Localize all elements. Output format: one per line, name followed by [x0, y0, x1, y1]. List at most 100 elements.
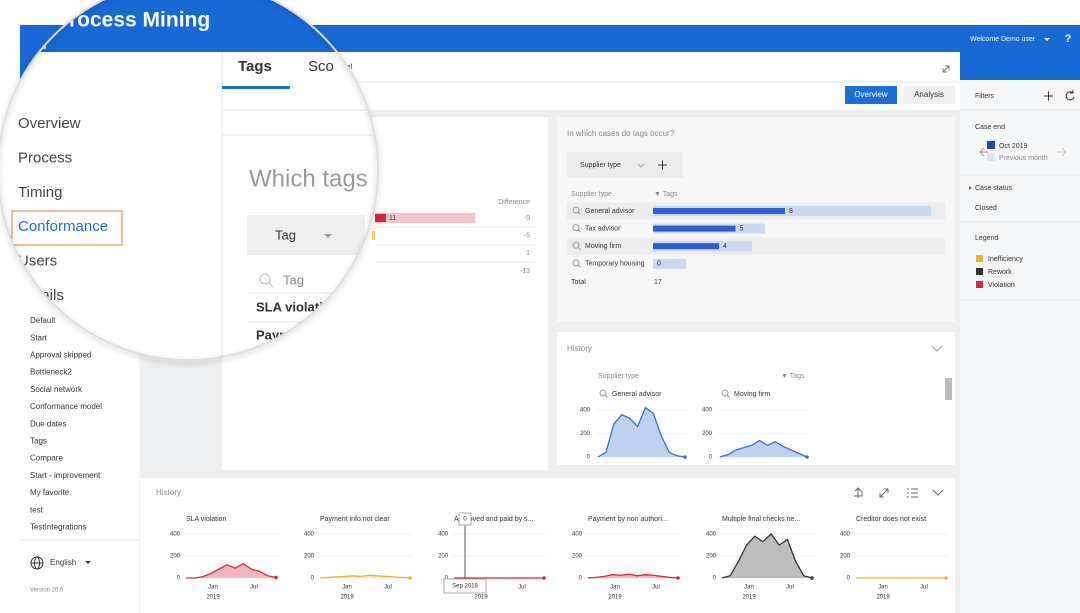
- nav-item[interactable]: Process: [18, 149, 72, 166]
- collapse-icon[interactable]: [932, 489, 944, 496]
- search-icon: [577, 246, 581, 251]
- bar: [653, 243, 719, 250]
- end-dot: [676, 576, 680, 580]
- dashboard-link[interactable]: Social network: [30, 385, 83, 394]
- legend-swatch: [976, 255, 983, 262]
- end-dot: [810, 576, 814, 580]
- next-arrow[interactable]: [1058, 147, 1067, 157]
- view-button[interactable]: [903, 86, 955, 104]
- y-tick-label: 200: [702, 431, 713, 437]
- panel-title: Filters: [975, 93, 995, 100]
- add-filter[interactable]: [1044, 91, 1053, 101]
- line: [319, 574, 411, 579]
- x-tick-label: Jul: [652, 585, 660, 591]
- period-swatch: [987, 141, 995, 149]
- share-icon[interactable]: [854, 487, 863, 498]
- bar: [653, 225, 736, 232]
- user-menu[interactable]: Welcome Demo user: [970, 36, 1036, 43]
- caret: [85, 561, 91, 564]
- x-tick-label: 2019: [474, 595, 488, 601]
- language[interactable]: English: [50, 558, 76, 567]
- y-tick-label: 200: [840, 554, 851, 560]
- bar-background: [653, 258, 686, 269]
- bar-edge: [372, 231, 375, 240]
- view-button[interactable]: [845, 86, 897, 104]
- expand-caret[interactable]: [969, 186, 972, 190]
- row-label[interactable]: Tax advisor: [585, 225, 621, 232]
- dashboard-link[interactable]: test: [30, 505, 44, 514]
- search-icon: [726, 394, 730, 398]
- dashboard-link[interactable]: Approval skipped: [30, 351, 91, 360]
- nav-item[interactable]: Users: [18, 253, 57, 270]
- bar-label: 4: [723, 243, 727, 250]
- dashboard-link[interactable]: Compare: [30, 454, 63, 463]
- row-label[interactable]: Moving firm: [585, 243, 621, 250]
- caret: [1044, 38, 1050, 41]
- column-header: Supplier type: [598, 373, 639, 380]
- expand-icon[interactable]: [942, 65, 950, 73]
- y-tick-label: 0: [847, 576, 851, 582]
- view-button-label[interactable]: Analysis: [914, 90, 944, 99]
- x-tick-label: 2019: [742, 595, 756, 601]
- y-tick-label: 0: [579, 576, 583, 582]
- help[interactable]: ?: [1065, 33, 1072, 45]
- list-icon[interactable]: [907, 488, 918, 498]
- dropdown-label[interactable]: Supplier type: [580, 162, 621, 169]
- version: Version 20.6: [30, 588, 64, 594]
- row-label[interactable]: General advisor: [585, 208, 635, 215]
- dashboard-link[interactable]: Default: [30, 316, 56, 325]
- y-tick-label: 200: [580, 431, 591, 437]
- dashboard-link[interactable]: TestIntegrations: [30, 523, 86, 532]
- period-previous[interactable]: Previous month: [999, 155, 1048, 162]
- fullscreen-icon[interactable]: [879, 488, 889, 498]
- card-title: Which tags: [249, 165, 368, 192]
- row-bg: [567, 237, 945, 255]
- dashboard-link[interactable]: My favorite: [30, 488, 70, 497]
- dashboard-link[interactable]: Conformance model: [30, 402, 102, 411]
- dashboard-link[interactable]: Bottleneck2: [30, 368, 72, 377]
- nav-item[interactable]: Conformance: [18, 218, 108, 235]
- line: [719, 439, 808, 458]
- search-icon: [577, 211, 581, 215]
- tab[interactable]: Tags: [238, 58, 272, 75]
- dashboard-link[interactable]: Start - improvement: [30, 471, 101, 480]
- row-label[interactable]: Temporary housing: [585, 261, 645, 268]
- magnifier: UiProcess MiningTagsScoOverviewProcessTi…: [0, 0, 378, 360]
- legend-label: Inefficiency: [988, 256, 1023, 263]
- refresh[interactable]: [1065, 90, 1075, 101]
- bar: [375, 214, 386, 222]
- scrollbar[interactable]: [945, 378, 952, 400]
- x-tick-label: 2019: [340, 595, 354, 601]
- nav-item[interactable]: Overview: [18, 115, 81, 132]
- column-header: Difference: [498, 199, 530, 206]
- dashboard-link[interactable]: Due dates: [30, 419, 66, 428]
- dropdown-label[interactable]: Tag: [275, 227, 296, 242]
- dashboard-link[interactable]: Tags: [30, 437, 47, 446]
- prev-arrow[interactable]: [979, 147, 988, 157]
- chart-label: Moving firm: [734, 391, 770, 398]
- y-tick-label: 0: [709, 455, 713, 461]
- legend-label: Violation: [988, 282, 1015, 289]
- view-button-label[interactable]: Overview: [854, 90, 888, 99]
- chevron[interactable]: [931, 345, 943, 352]
- nav-item[interactable]: Timing: [18, 184, 62, 201]
- section-title[interactable]: Case status: [975, 185, 1012, 192]
- x-tick-label: Jul: [518, 585, 526, 591]
- legend-swatch: [976, 281, 983, 288]
- previous-swatch: [987, 153, 995, 161]
- lens-dropdown[interactable]: [247, 215, 365, 255]
- y-tick-label: 200: [572, 554, 583, 560]
- chart-title: Payment by non authori...: [588, 516, 668, 523]
- area: [598, 407, 685, 457]
- add-button[interactable]: [658, 160, 667, 170]
- cursor-value: 0: [463, 517, 467, 523]
- status: Closed: [975, 205, 997, 212]
- legend-label: Rework: [988, 269, 1012, 276]
- x-tick-label: Jul: [920, 585, 928, 591]
- dashboard-link[interactable]: Start: [30, 333, 48, 342]
- column-header: ▼ Tags: [781, 373, 805, 380]
- period[interactable]: Oct 2019: [999, 143, 1028, 150]
- tab[interactable]: Sco: [308, 58, 334, 75]
- search-icon: [721, 389, 729, 397]
- search-icon: [572, 224, 580, 232]
